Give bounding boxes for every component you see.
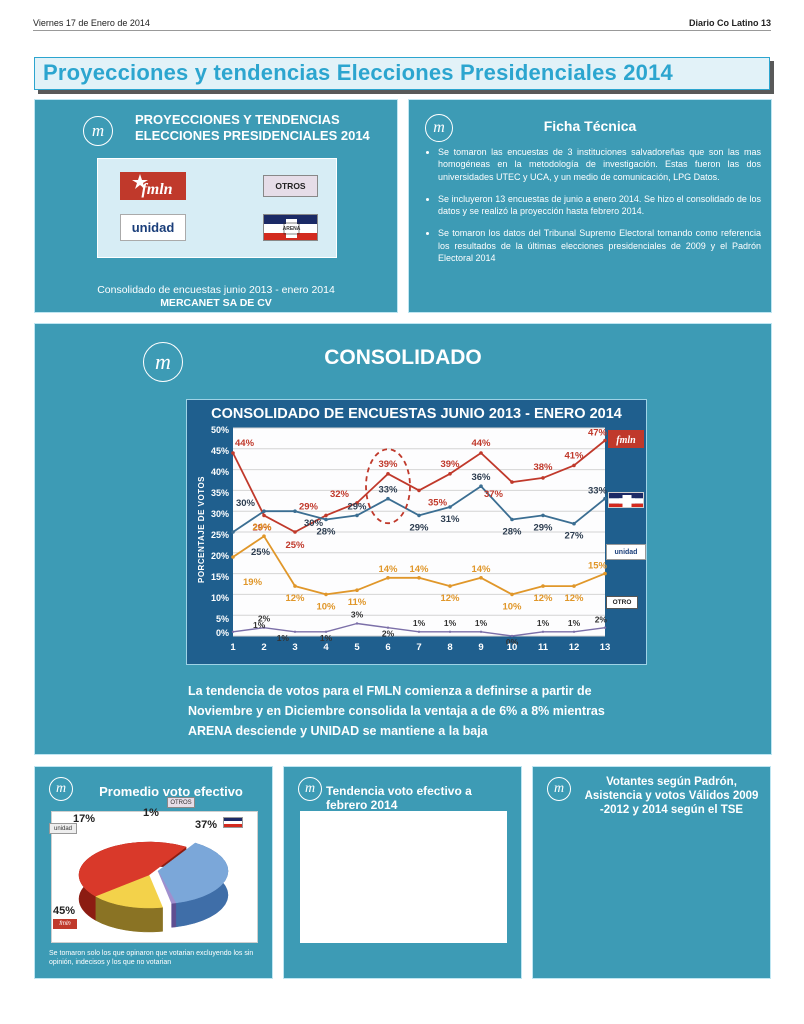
svg-text:10%: 10% — [211, 593, 229, 603]
svg-text:14%: 14% — [409, 564, 429, 575]
svg-text:30%: 30% — [211, 509, 229, 519]
svg-text:12%: 12% — [285, 593, 305, 604]
svg-text:15%: 15% — [211, 572, 229, 582]
svg-text:1%: 1% — [475, 618, 488, 628]
svg-text:2%: 2% — [595, 615, 608, 625]
svg-text:40%: 40% — [211, 467, 229, 477]
svg-text:35%: 35% — [211, 488, 229, 498]
svg-text:5%: 5% — [216, 614, 229, 624]
svg-text:12%: 12% — [440, 593, 460, 604]
svg-text:13: 13 — [600, 642, 611, 653]
svg-text:fmln: fmln — [141, 181, 172, 198]
svg-text:25%: 25% — [285, 540, 305, 551]
svg-text:10%: 10% — [316, 601, 336, 612]
svg-text:39%: 39% — [378, 459, 398, 470]
svg-text:27%: 27% — [564, 531, 584, 542]
svg-text:24%: 24% — [252, 522, 272, 533]
svg-text:32%: 32% — [330, 489, 350, 500]
svg-text:2: 2 — [261, 642, 266, 653]
svg-text:fmln: fmln — [616, 435, 636, 446]
svg-text:29%: 29% — [533, 522, 553, 533]
svg-text:6: 6 — [385, 642, 390, 653]
svg-text:5: 5 — [354, 642, 360, 653]
svg-text:50%: 50% — [211, 425, 229, 435]
svg-text:44%: 44% — [471, 438, 491, 449]
svg-text:33%: 33% — [378, 485, 398, 496]
svg-text:3: 3 — [292, 642, 297, 653]
svg-text:10%: 10% — [502, 601, 522, 612]
svg-text:39%: 39% — [440, 459, 460, 470]
svg-text:10: 10 — [507, 642, 518, 653]
svg-text:38%: 38% — [533, 462, 553, 473]
svg-text:37%: 37% — [484, 489, 504, 500]
svg-text:2%: 2% — [258, 614, 271, 624]
svg-text:25%: 25% — [251, 547, 271, 558]
svg-text:33%: 33% — [588, 486, 608, 497]
svg-text:0%: 0% — [216, 628, 229, 638]
svg-text:11: 11 — [538, 642, 549, 653]
svg-text:28%: 28% — [316, 527, 336, 538]
svg-text:1%: 1% — [568, 618, 581, 628]
svg-text:35%: 35% — [428, 497, 448, 508]
svg-text:12%: 12% — [564, 593, 584, 604]
svg-text:11%: 11% — [348, 597, 367, 608]
svg-text:1: 1 — [230, 642, 236, 653]
svg-text:7: 7 — [416, 642, 421, 653]
svg-text:29%: 29% — [409, 522, 429, 533]
svg-text:1%: 1% — [444, 618, 457, 628]
svg-text:3%: 3% — [351, 610, 364, 620]
svg-text:44%: 44% — [235, 438, 255, 449]
svg-text:28%: 28% — [502, 527, 522, 538]
svg-text:45%: 45% — [211, 446, 229, 456]
svg-text:ARENA: ARENA — [283, 226, 301, 232]
svg-text:15%: 15% — [588, 561, 608, 572]
svg-text:36%: 36% — [471, 472, 491, 483]
svg-text:1%: 1% — [537, 618, 550, 628]
svg-text:4: 4 — [323, 642, 329, 653]
svg-text:9: 9 — [478, 642, 483, 653]
svg-text:8: 8 — [447, 642, 452, 653]
svg-text:14%: 14% — [378, 564, 398, 575]
svg-text:47%: 47% — [588, 428, 608, 439]
svg-text:31%: 31% — [440, 514, 460, 525]
svg-text:1%: 1% — [413, 618, 426, 628]
svg-text:41%: 41% — [564, 450, 584, 461]
svg-text:12%: 12% — [533, 593, 553, 604]
svg-text:20%: 20% — [211, 551, 229, 561]
svg-text:14%: 14% — [471, 564, 491, 575]
svg-text:29%: 29% — [347, 501, 367, 512]
svg-text:12: 12 — [569, 642, 580, 653]
svg-text:19%: 19% — [243, 577, 263, 588]
svg-text:30%: 30% — [236, 498, 256, 509]
svg-text:25%: 25% — [211, 530, 229, 540]
svg-text:29%: 29% — [299, 501, 319, 512]
